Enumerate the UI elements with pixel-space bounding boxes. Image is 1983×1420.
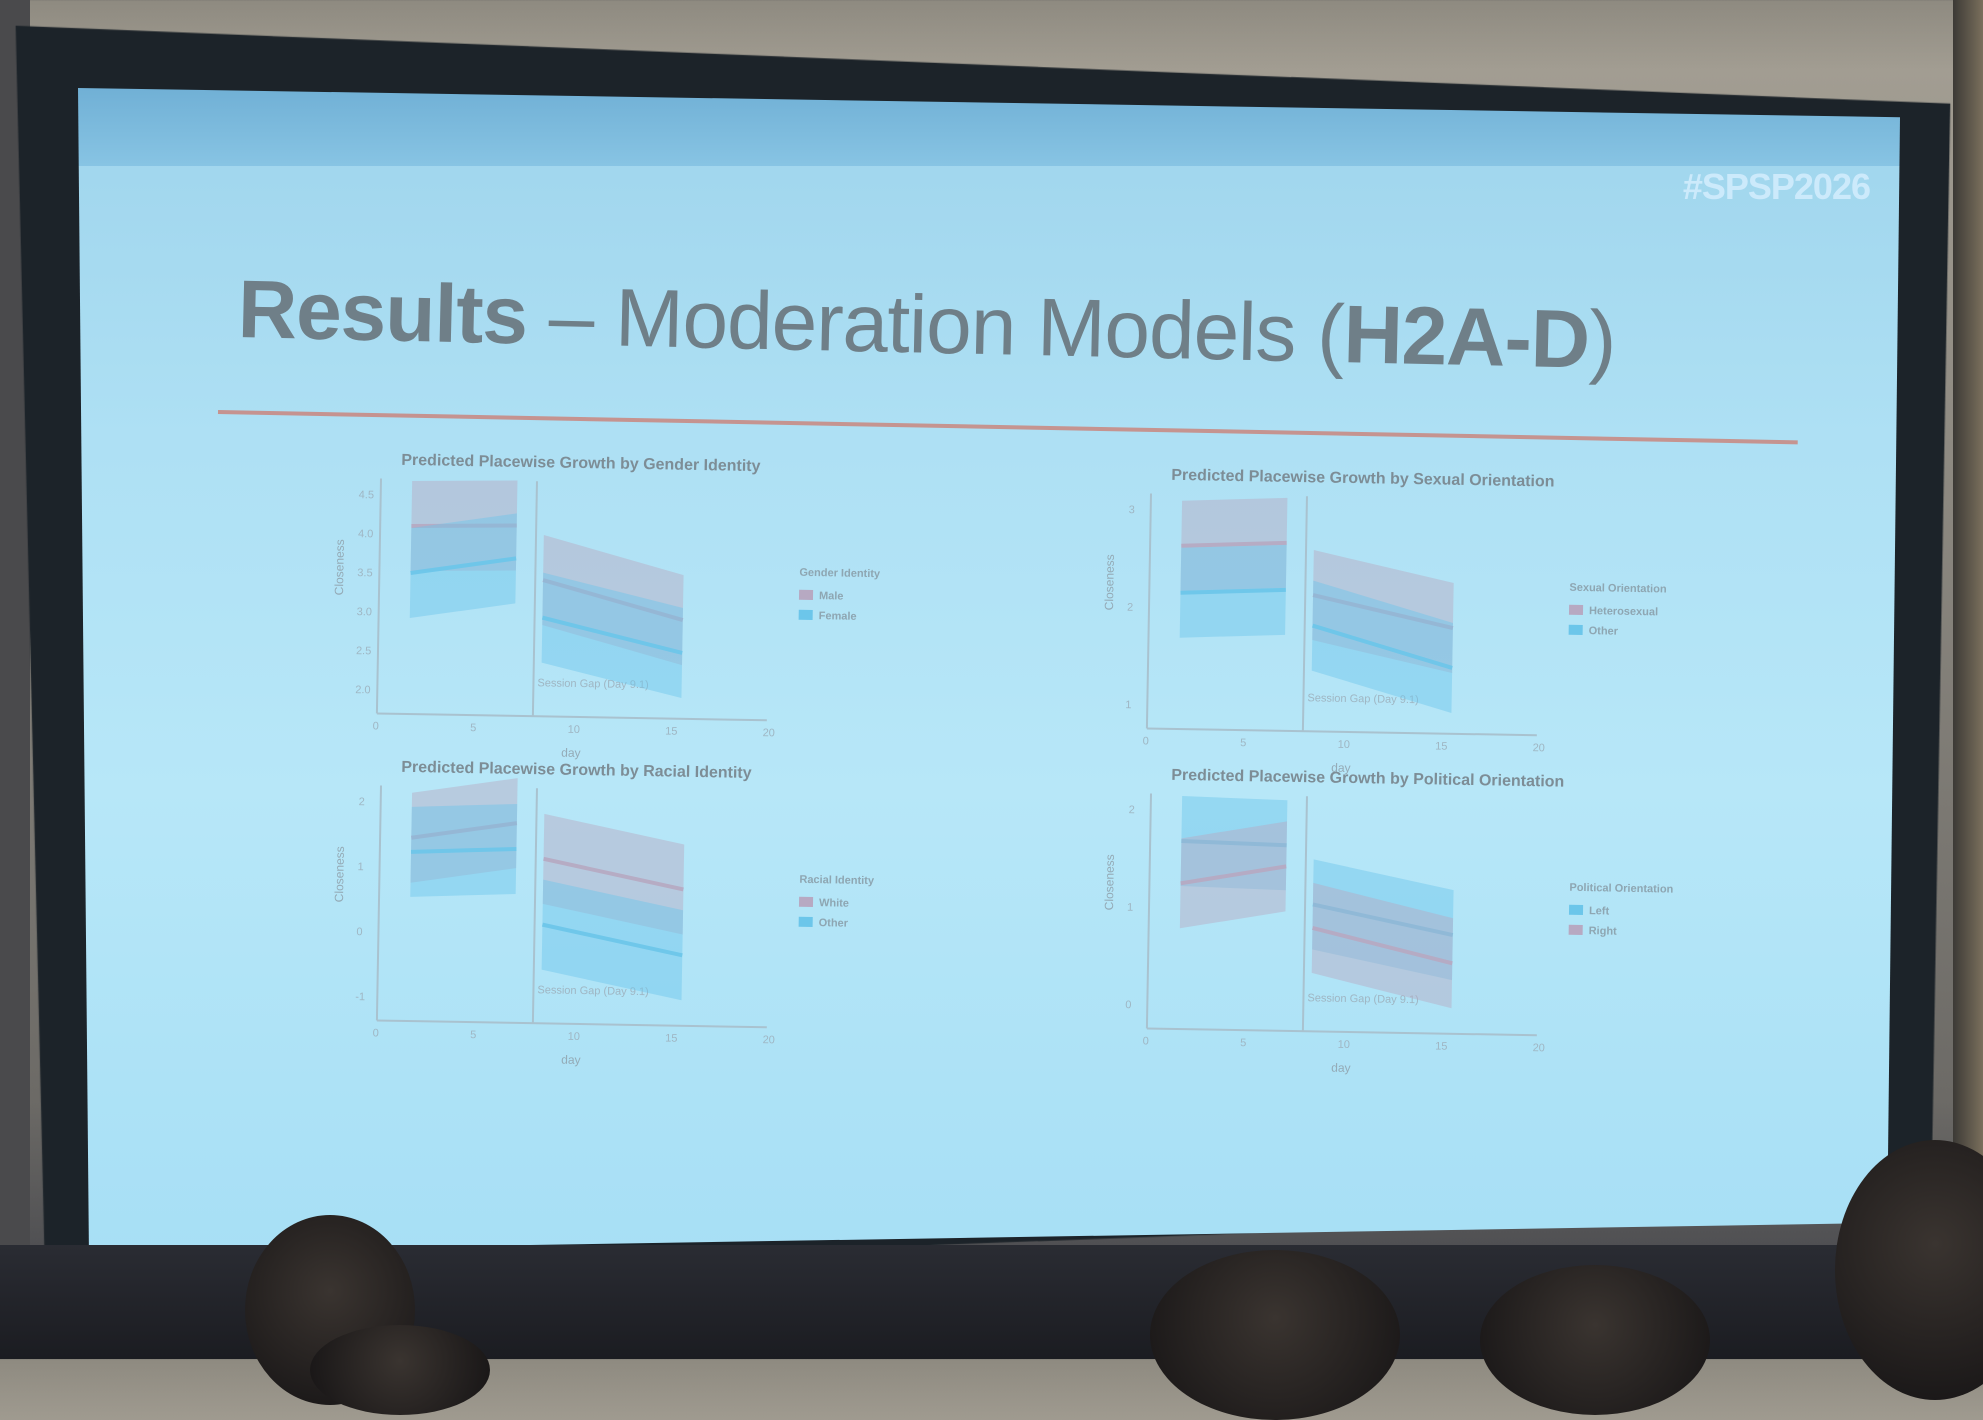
x-tick-label: 15 xyxy=(1435,1040,1447,1052)
x-tick-label: 5 xyxy=(470,1029,476,1041)
x-axis xyxy=(1147,1028,1537,1035)
legend-entry: Right xyxy=(1589,925,1618,937)
legend-entry: White xyxy=(819,897,849,910)
y-axis-label: Closeness xyxy=(1102,854,1117,910)
x-tick-label: 5 xyxy=(1240,737,1246,749)
audience-head xyxy=(1480,1265,1710,1415)
x-tick-label: 20 xyxy=(1533,1042,1545,1054)
legend-swatch xyxy=(799,590,813,600)
y-tick-label: 1 xyxy=(357,861,363,873)
x-tick-label: 10 xyxy=(568,1031,580,1043)
legend-swatch xyxy=(1569,625,1583,635)
y-tick-label: 3.5 xyxy=(357,567,373,579)
x-tick-label: 5 xyxy=(470,722,476,734)
chart-political-orientation: Predicted Placewise Growth by Political … xyxy=(1095,763,1722,1174)
legend-title: Racial Identity xyxy=(799,874,875,887)
chart-title: Predicted Placewise Growth by Sexual Ori… xyxy=(1171,467,1554,491)
audience-head xyxy=(1150,1250,1400,1420)
x-tick-label: 0 xyxy=(373,1027,379,1039)
y-tick-label: -1 xyxy=(355,991,365,1003)
x-tick-label: 15 xyxy=(665,1032,677,1044)
title-close: ) xyxy=(1588,295,1616,387)
y-tick-label: 2 xyxy=(359,796,365,808)
chart-title: Predicted Placewise Growth by Political … xyxy=(1171,767,1564,791)
legend-entry: Female xyxy=(819,610,857,623)
y-tick-label: 1 xyxy=(1127,902,1133,914)
y-tick-label: 2 xyxy=(1127,602,1133,614)
y-tick-label: 2.0 xyxy=(355,684,371,696)
chart-title: Predicted Placewise Growth by Gender Ide… xyxy=(401,452,761,475)
y-axis xyxy=(377,785,381,1020)
x-tick-label: 15 xyxy=(665,725,677,737)
chart-svg: Predicted Placewise Growth by Racial Ide… xyxy=(325,755,952,1166)
slide-title: Results – Moderation Models (H2A-D) xyxy=(237,263,1617,388)
audience-head xyxy=(310,1325,490,1415)
legend-swatch xyxy=(1569,925,1583,935)
y-axis-label: Closeness xyxy=(1102,554,1117,610)
y-tick-label: 3.0 xyxy=(357,606,373,618)
x-tick-label: 5 xyxy=(1240,1037,1246,1049)
y-tick-label: 1 xyxy=(1125,699,1131,711)
y-tick-label: 0 xyxy=(356,926,362,938)
x-axis xyxy=(377,713,767,720)
x-tick-label: 10 xyxy=(1338,739,1350,751)
x-axis-label: day xyxy=(561,1053,581,1067)
y-axis-label: Closeness xyxy=(332,846,347,902)
legend-title: Political Orientation xyxy=(1569,882,1673,896)
y-tick-label: 3 xyxy=(1129,504,1135,516)
y-tick-label: 2 xyxy=(1129,804,1135,816)
title-results: Results xyxy=(237,264,528,362)
legend-entry: Left xyxy=(1589,905,1610,917)
x-tick-label: 10 xyxy=(568,724,580,736)
x-tick-label: 0 xyxy=(1143,735,1149,747)
x-tick-label: 20 xyxy=(763,727,775,739)
x-tick-label: 0 xyxy=(373,720,379,732)
session-gap-line xyxy=(1303,496,1307,731)
legend-swatch xyxy=(799,897,813,907)
chart-racial-identity: Predicted Placewise Growth by Racial Ide… xyxy=(325,755,952,1166)
legend-swatch xyxy=(799,917,813,927)
x-tick-label: 15 xyxy=(1435,740,1447,752)
session-gap-line xyxy=(1303,796,1307,1031)
legend-swatch xyxy=(1569,605,1583,615)
x-tick-label: 20 xyxy=(763,1034,775,1046)
conference-hashtag: #SPSP2026 xyxy=(1683,166,1870,208)
legend-swatch xyxy=(1569,905,1583,915)
legend-title: Sexual Orientation xyxy=(1569,582,1667,596)
legend-entry: Other xyxy=(819,917,849,930)
y-tick-label: 4.5 xyxy=(359,489,375,501)
x-tick-label: 20 xyxy=(1533,742,1545,754)
y-axis xyxy=(1147,493,1151,728)
y-axis-label: Closeness xyxy=(332,539,347,595)
x-tick-label: 0 xyxy=(1143,1035,1149,1047)
legend-title: Gender Identity xyxy=(799,567,881,580)
x-axis-label: day xyxy=(1331,1061,1351,1075)
y-axis xyxy=(377,478,381,713)
legend-swatch xyxy=(799,610,813,620)
projected-slide: #SPSP2026 Results – Moderation Models (H… xyxy=(78,88,1900,1258)
y-tick-label: 4.0 xyxy=(358,528,374,540)
legend-entry: Other xyxy=(1589,625,1619,638)
y-tick-label: 2.5 xyxy=(356,645,372,657)
legend-entry: Male xyxy=(819,590,844,602)
chart-title: Predicted Placewise Growth by Racial Ide… xyxy=(401,759,752,782)
session-gap-line xyxy=(533,788,537,1023)
x-axis xyxy=(1147,728,1537,735)
legend-entry: Heterosexual xyxy=(1589,605,1658,618)
title-middle: – Moderation Models ( xyxy=(526,271,1344,381)
session-gap-line xyxy=(533,481,537,716)
y-tick-label: 0 xyxy=(1125,999,1131,1011)
x-tick-label: 10 xyxy=(1338,1039,1350,1051)
x-axis xyxy=(377,1020,767,1027)
chart-svg: Predicted Placewise Growth by Political … xyxy=(1095,763,1722,1174)
y-axis xyxy=(1147,793,1151,1028)
title-divider xyxy=(218,410,1798,444)
title-hypothesis: H2A-D xyxy=(1343,289,1591,386)
